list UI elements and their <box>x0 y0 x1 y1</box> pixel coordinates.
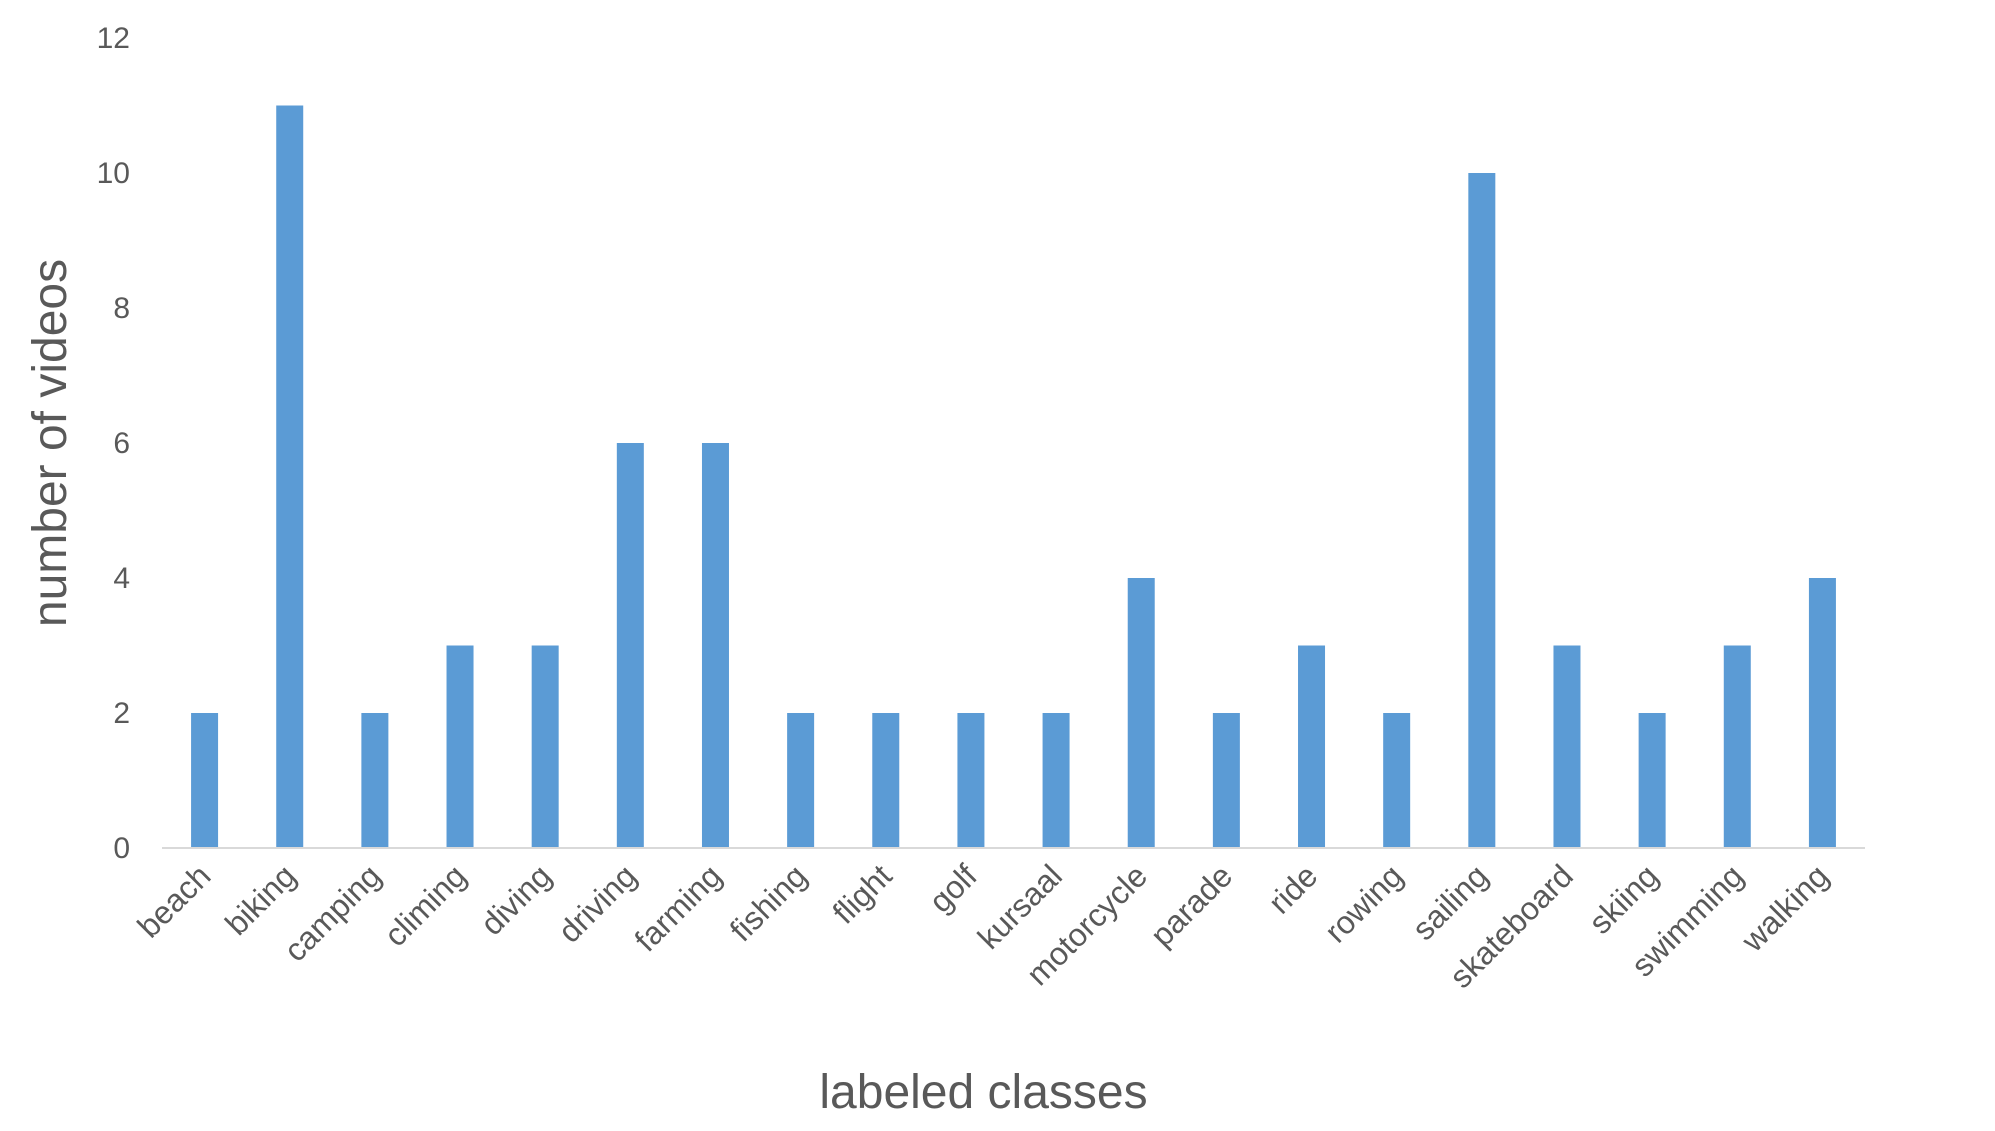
x-tick-label: beach <box>130 857 217 944</box>
y-axis-ticks: 0 2 4 6 8 10 12 <box>97 22 130 865</box>
x-tick-label: farming <box>628 857 729 958</box>
y-tick-label: 10 <box>97 157 130 190</box>
bar-driving <box>616 443 644 848</box>
x-axis-title: labeled classes <box>819 1066 1147 1119</box>
bar-biking <box>276 105 304 848</box>
bar-parade <box>1212 713 1240 848</box>
bar-fishing <box>787 713 815 848</box>
bar-sailing <box>1468 173 1496 848</box>
y-tick-label: 6 <box>113 427 130 460</box>
bar-skateboard <box>1553 645 1581 848</box>
y-tick-label: 0 <box>113 832 130 865</box>
x-tick-label: walking <box>1734 857 1836 959</box>
y-tick-label: 2 <box>113 697 130 730</box>
bar-skiing <box>1638 713 1666 848</box>
x-tick-label: climing <box>377 857 473 953</box>
bar-rowing <box>1383 713 1411 848</box>
x-tick-label: parade <box>1143 857 1239 953</box>
x-tick-label: rowing <box>1318 857 1410 949</box>
y-tick-label: 4 <box>113 562 130 595</box>
bar-motorcycle <box>1127 578 1155 848</box>
bar-flight <box>872 713 900 848</box>
y-axis-title: number of videos <box>24 259 77 627</box>
bars <box>191 105 1836 848</box>
bar-ride <box>1298 645 1326 848</box>
bar-swimming <box>1723 645 1751 848</box>
x-tick-label: diving <box>474 857 559 942</box>
bar-walking <box>1808 578 1836 848</box>
x-tick-label: golf <box>922 857 984 919</box>
bar-farming <box>701 443 729 848</box>
y-tick-label: 12 <box>97 22 130 55</box>
bar-kursaal <box>1042 713 1070 848</box>
x-tick-label: fishing <box>723 857 814 948</box>
bar-diving <box>531 645 559 848</box>
bar-beach <box>191 713 219 848</box>
x-tick-label: flight <box>825 857 898 930</box>
x-tick-label: ride <box>1261 857 1324 920</box>
bar-camping <box>361 713 389 848</box>
y-tick-label: 8 <box>113 292 130 325</box>
bar-climing <box>446 645 474 848</box>
bar-golf <box>957 713 985 848</box>
